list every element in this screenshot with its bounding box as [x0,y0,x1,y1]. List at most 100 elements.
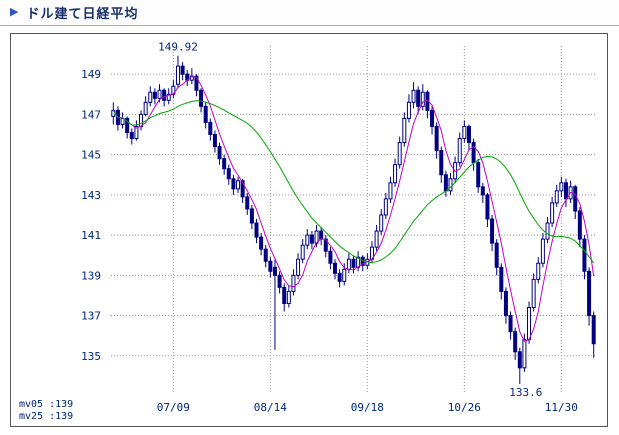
candle-body [587,270,592,317]
candle-body [434,125,439,152]
candle-body [582,238,587,272]
candle-body [134,125,139,140]
candlestick-chart: 149 147 145 143 141 139 137 135 07/09 08/14 09/18 1… [81,41,596,414]
candle-body [411,89,416,103]
candle-body [517,351,522,369]
candle-body [550,202,555,224]
candle-body [268,260,273,272]
candle-body [203,105,208,123]
candle-body [129,132,134,140]
candle-body [152,91,157,99]
candle-body [120,117,125,125]
candle-body [222,158,227,170]
candle-body [125,117,130,133]
candle-body [573,186,578,212]
y-tick-label: 135 [81,350,101,363]
candle-body [300,244,305,260]
candle-body [494,242,499,268]
candle-body [462,125,467,140]
candle-body [554,190,559,204]
candle-body [212,134,217,148]
candle-body [157,89,162,99]
candle-body [175,65,180,85]
x-tick-label: 09/18 [351,401,384,414]
ma-legend: mv05 :139 mv25 :139 [19,399,73,423]
chart-header: ▶ ドル建て日経平均 [0,0,619,26]
candle-body [342,268,347,282]
candle-body [346,258,351,270]
mv25-line [112,100,595,264]
y-tick-label: 149 [81,68,101,81]
x-tick-label: 07/09 [157,401,190,414]
candle-body [508,315,513,333]
candle-body [148,91,153,103]
candle-body [383,198,388,216]
chart-panel: 149 147 145 143 141 139 137 135 07/09 08/14 09/18 1… [10,33,608,427]
low-annotation: 133.6 [509,386,542,399]
candle-body [499,266,504,292]
candle-body [379,214,384,232]
candle-body [254,222,259,238]
x-tick-label: 08/14 [254,401,287,414]
candle-body [180,65,185,75]
y-tick-label: 139 [81,269,101,282]
legend-mv25: mv25 :139 [19,411,74,422]
candle-body [323,238,328,252]
candle-body [480,186,485,196]
candle-body [277,274,282,288]
candle-body [540,238,545,264]
candle-body [333,262,338,274]
candle-body [351,258,356,268]
candle-body [272,266,277,276]
candle-body [139,113,144,127]
page-title: ドル建て日経平均 [26,6,139,21]
candle-body [282,286,287,304]
y-tick-label: 137 [81,310,101,323]
high-annotation: 149.92 [158,41,198,54]
candle-body [485,194,490,220]
legend-mv05: mv05 :139 [19,399,74,410]
x-tick-label: 11/30 [545,401,578,414]
candle-body [259,236,264,250]
candle-body [393,164,398,184]
candle-body [199,89,204,107]
candle-body [305,234,310,246]
candle-body [513,331,518,353]
y-tick-label: 145 [81,149,101,162]
candle-body [503,290,508,317]
candle-body [249,208,254,224]
candle-body [240,180,245,198]
candle-body [337,272,342,282]
candle-body [420,91,425,107]
candle-body [296,258,301,276]
candle-body [439,150,444,176]
mv05-line [112,76,595,342]
candle-body [319,230,324,240]
candle-body [245,196,250,210]
candle-body [476,162,481,188]
candle-body [263,248,268,262]
candle-body [166,93,171,101]
candle-body [545,222,550,240]
candle-body [309,234,314,244]
y-tick-label: 141 [81,229,101,242]
candle-body [291,274,296,292]
candle-body [430,109,435,127]
x-tick-label: 10/26 [448,401,481,414]
triangle-marker-icon: ▶ [10,6,19,18]
candle-body [591,315,596,345]
candle-body [448,178,453,192]
candle-body [208,121,213,136]
candle-body [457,138,462,164]
candle-body [328,250,333,264]
candle-body [471,142,476,164]
y-tick-label: 143 [81,189,101,202]
candle-body [466,125,471,144]
y-tick-label: 147 [81,108,101,121]
candle-body [374,230,379,248]
candle-body [143,101,148,115]
candle-body [406,101,411,119]
candle-body [527,307,532,341]
candle-body [231,178,236,190]
candle-body [194,75,199,91]
